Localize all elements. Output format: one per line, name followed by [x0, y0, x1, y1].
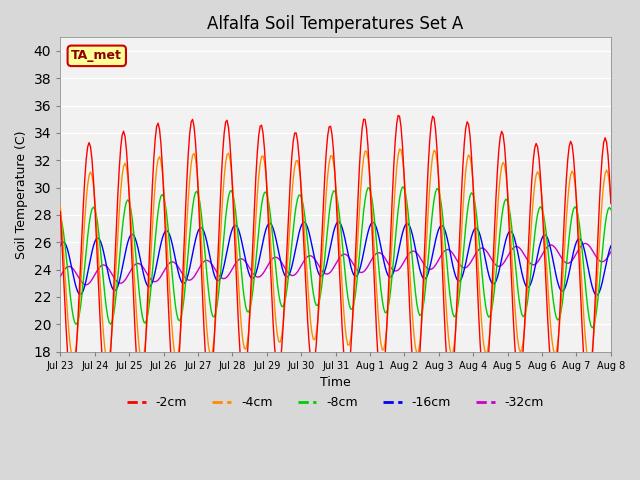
- X-axis label: Time: Time: [320, 376, 351, 389]
- Text: TA_met: TA_met: [71, 49, 122, 62]
- Title: Alfalfa Soil Temperatures Set A: Alfalfa Soil Temperatures Set A: [207, 15, 464, 33]
- Y-axis label: Soil Temperature (C): Soil Temperature (C): [15, 130, 28, 259]
- Legend: -2cm, -4cm, -8cm, -16cm, -32cm: -2cm, -4cm, -8cm, -16cm, -32cm: [122, 391, 549, 414]
